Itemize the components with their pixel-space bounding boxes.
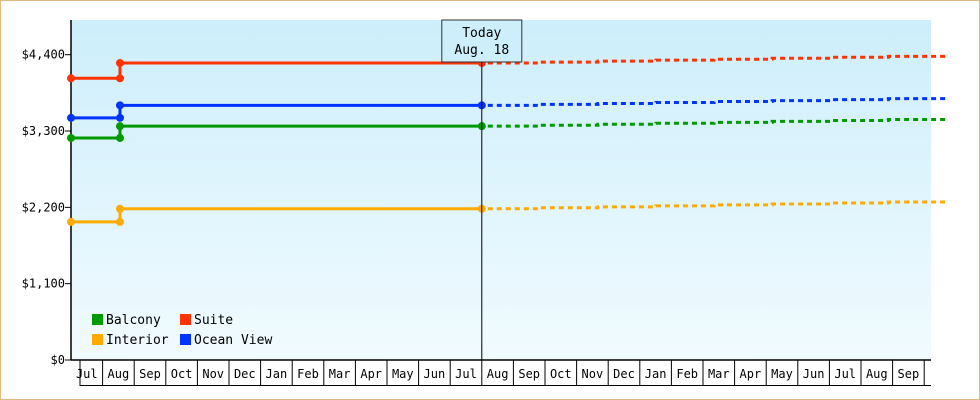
series-point	[67, 133, 75, 142]
y-tick-label: $2,200	[22, 200, 65, 214]
today-date: Aug. 18	[454, 43, 509, 58]
series-point	[115, 74, 124, 83]
x-tick-label: Jul	[455, 367, 477, 381]
legend-label: Interior	[106, 333, 169, 348]
x-tick-label: Feb	[676, 367, 698, 381]
legend-swatch	[180, 314, 191, 325]
series-point	[67, 217, 75, 226]
series-actual-line	[71, 207, 482, 224]
y-tick-label: $0	[51, 353, 65, 367]
x-tick-label: Mar	[708, 367, 730, 381]
x-tick-label: Mar	[329, 367, 351, 381]
x-tick-label: Apr	[740, 367, 762, 381]
x-tick-label: Oct	[550, 367, 572, 381]
x-tick-label: Dec	[234, 367, 256, 381]
series-point	[115, 217, 124, 226]
x-tick-label: Jul	[834, 367, 856, 381]
series-point	[115, 204, 124, 213]
legend-swatch	[92, 334, 103, 345]
series-point	[67, 74, 75, 83]
series-actual-line	[71, 103, 482, 120]
x-tick-label: Sep	[518, 367, 540, 381]
legend-label: Balcony	[106, 313, 161, 328]
x-tick-label: Nov	[582, 367, 604, 381]
series-point	[115, 113, 124, 122]
series-forecast-line	[487, 200, 948, 211]
legend-swatch	[180, 334, 191, 345]
series-point	[115, 133, 124, 142]
y-tick-label: $3,300	[22, 124, 65, 138]
x-tick-label: Dec	[613, 367, 635, 381]
x-tick-label: Nov	[202, 367, 224, 381]
series-forecast-line	[487, 97, 948, 107]
x-tick-label: May	[392, 367, 414, 381]
legend-swatch	[92, 314, 103, 325]
x-tick-label: Feb	[297, 367, 319, 381]
series-point	[115, 122, 124, 131]
plot-area	[71, 20, 931, 360]
today-label: Today	[462, 26, 501, 41]
x-tick-label: Oct	[171, 367, 193, 381]
series-forecast-line	[487, 54, 948, 65]
x-tick-label: Aug	[866, 367, 888, 381]
series-forecast-line	[487, 117, 948, 128]
x-tick-label: Jun	[803, 367, 825, 381]
series-actual-line	[71, 61, 482, 80]
y-tick-label: $1,100	[22, 277, 65, 291]
y-tick-label: $4,400	[22, 48, 65, 62]
series-point	[115, 59, 124, 68]
x-tick-label: Aug	[108, 367, 130, 381]
x-tick-label: Aug	[487, 367, 509, 381]
x-tick-label: Jan	[645, 367, 667, 381]
x-tick-label: Apr	[360, 367, 382, 381]
x-tick-label: Sep	[139, 367, 161, 381]
series-actual-line	[71, 124, 482, 140]
series-point	[67, 113, 75, 122]
x-tick-label: Jan	[266, 367, 288, 381]
x-tick-label: Jun	[424, 367, 446, 381]
legend-label: Suite	[194, 313, 233, 328]
x-tick-label: May	[771, 367, 793, 381]
legend-label: Ocean View	[194, 333, 272, 348]
x-tick-label: Sep	[898, 367, 920, 381]
x-tick-label: Jul	[76, 367, 98, 381]
series-point	[115, 101, 124, 110]
today-box	[441, 19, 523, 63]
